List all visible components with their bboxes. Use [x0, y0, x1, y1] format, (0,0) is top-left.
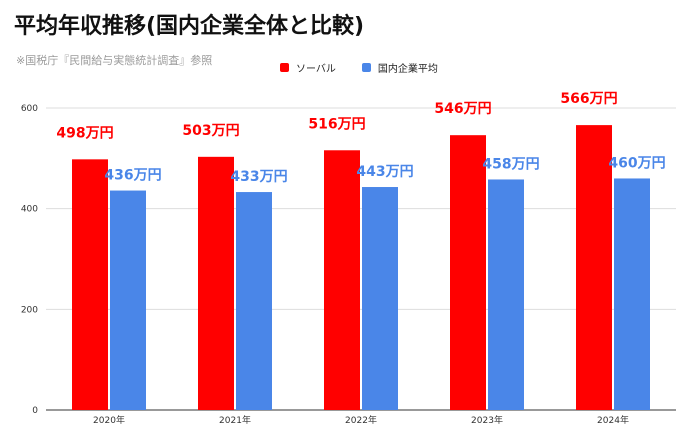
data-label-series-1: 516万円 [308, 116, 365, 132]
bar-series-1 [72, 159, 108, 410]
legend-swatch-series-1 [280, 63, 289, 72]
legend: ソーバル 国内企業平均 [280, 60, 464, 75]
legend-label-series-2: 国内企業平均 [377, 64, 438, 75]
bar-series-1 [450, 135, 486, 410]
bar-series-2 [614, 178, 650, 410]
legend-swatch-series-2 [361, 63, 371, 72]
x-tick-label: 2023年 [471, 414, 503, 426]
chart-subtitle: ※国税庁『民間給与実態統計調査』参照 [16, 54, 213, 67]
legend-item-series-1: ソーバル [280, 60, 336, 75]
data-label-series-2: 433万円 [230, 169, 287, 185]
data-label-series-2: 458万円 [482, 156, 539, 172]
data-label-series-2: 436万円 [104, 168, 161, 184]
bar-series-1 [198, 156, 234, 410]
y-tick-label: 600 [21, 104, 38, 114]
legend-item-series-2: 国内企業平均 [361, 60, 438, 75]
data-label-series-1: 546万円 [434, 101, 491, 117]
bar-series-2 [488, 179, 524, 410]
y-tick-label: 0 [32, 406, 38, 416]
bar-series-2 [236, 192, 272, 410]
data-label-series-1: 498万円 [56, 125, 113, 141]
y-tick-label: 200 [21, 305, 38, 315]
bar-series-2 [110, 190, 146, 410]
data-label-series-1: 503万円 [182, 123, 239, 139]
legend-label-series-1: ソーバル [296, 64, 336, 75]
x-tick-label: 2024年 [597, 414, 629, 426]
x-tick-label: 2022年 [345, 414, 377, 426]
data-label-series-2: 443万円 [356, 164, 413, 180]
data-label-series-2: 460万円 [608, 155, 665, 171]
bar-series-1 [324, 150, 360, 410]
x-tick-label: 2020年 [93, 414, 125, 426]
chart-title: 平均年収推移(国内企業全体と比較) [14, 14, 365, 39]
bar-series-1 [576, 125, 612, 410]
bar-series-2 [362, 187, 398, 410]
data-label-series-1: 566万円 [560, 91, 617, 107]
x-tick-label: 2021年 [219, 414, 251, 426]
y-tick-label: 400 [21, 205, 38, 215]
